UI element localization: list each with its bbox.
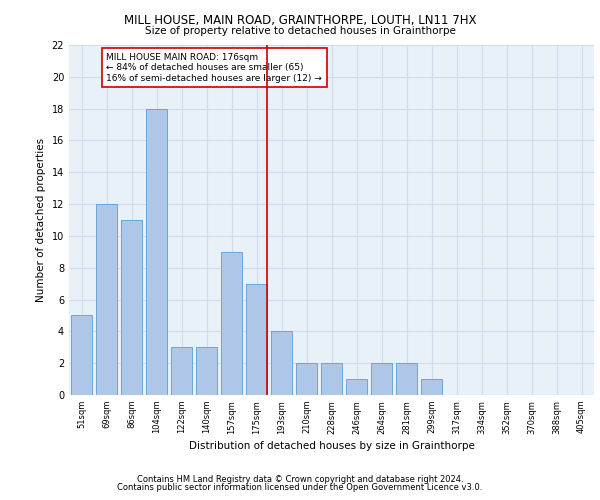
Bar (71, 316, 92, 395)
Bar (121, 220, 142, 395)
Bar (171, 348, 192, 395)
Bar (296, 363, 317, 395)
Bar (96, 204, 117, 395)
Bar (421, 379, 442, 395)
Bar (396, 363, 417, 395)
Text: MILL HOUSE, MAIN ROAD, GRAINTHORPE, LOUTH, LN11 7HX: MILL HOUSE, MAIN ROAD, GRAINTHORPE, LOUT… (124, 14, 476, 27)
Bar (346, 379, 367, 395)
Bar (196, 348, 217, 395)
Bar (246, 284, 267, 395)
X-axis label: Distribution of detached houses by size in Grainthorpe: Distribution of detached houses by size … (188, 441, 475, 451)
Y-axis label: Number of detached properties: Number of detached properties (36, 138, 46, 302)
Bar (321, 363, 342, 395)
Text: Size of property relative to detached houses in Grainthorpe: Size of property relative to detached ho… (145, 26, 455, 36)
Bar (271, 332, 292, 395)
Text: Contains HM Land Registry data © Crown copyright and database right 2024.: Contains HM Land Registry data © Crown c… (137, 475, 463, 484)
Bar (146, 108, 167, 395)
Text: Contains public sector information licensed under the Open Government Licence v3: Contains public sector information licen… (118, 483, 482, 492)
Bar (221, 252, 242, 395)
Text: MILL HOUSE MAIN ROAD: 176sqm
← 84% of detached houses are smaller (65)
16% of se: MILL HOUSE MAIN ROAD: 176sqm ← 84% of de… (107, 53, 322, 83)
Bar (371, 363, 392, 395)
